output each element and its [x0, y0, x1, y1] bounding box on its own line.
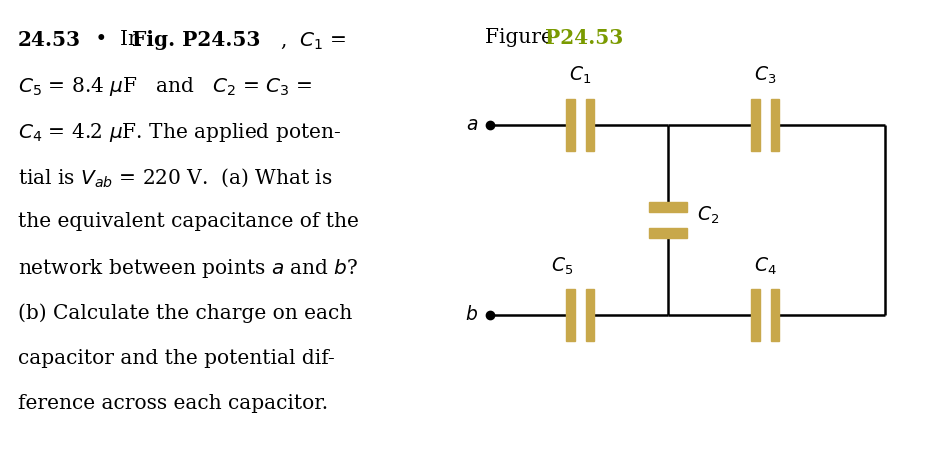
Bar	[566, 99, 575, 151]
Bar	[751, 289, 759, 341]
Text: 24.53: 24.53	[18, 30, 81, 50]
Text: (b) Calculate the charge on each: (b) Calculate the charge on each	[18, 303, 352, 323]
Text: •  In: • In	[89, 30, 154, 49]
Text: $a$: $a$	[466, 116, 478, 134]
Bar	[770, 289, 779, 341]
Bar	[649, 202, 687, 212]
Text: ference across each capacitor.: ference across each capacitor.	[18, 394, 328, 413]
Text: $b$: $b$	[465, 305, 478, 324]
Text: $C_2$: $C_2$	[697, 204, 719, 226]
Bar	[585, 289, 594, 341]
Text: tial is $V_{ab}$ = 220 V.  (a) What is: tial is $V_{ab}$ = 220 V. (a) What is	[18, 167, 332, 189]
Bar	[566, 289, 575, 341]
Text: $C_3$: $C_3$	[754, 65, 776, 86]
Text: $C_5$: $C_5$	[551, 256, 573, 277]
Bar	[770, 99, 779, 151]
Text: capacitor and the potential dif-: capacitor and the potential dif-	[18, 349, 334, 368]
Bar	[649, 228, 687, 238]
Bar	[585, 99, 594, 151]
Text: ,  $C_1$ =: , $C_1$ =	[280, 30, 346, 51]
Text: network between points $a$ and $b$?: network between points $a$ and $b$?	[18, 258, 358, 280]
Text: Fig. P24.53: Fig. P24.53	[132, 30, 260, 50]
Text: $C_4$: $C_4$	[753, 256, 776, 277]
Text: $C_5$ = 8.4 $\mu$F   and   $C_2$ = $C_3$ =: $C_5$ = 8.4 $\mu$F and $C_2$ = $C_3$ =	[18, 76, 313, 98]
Text: $C_4$ = 4.2 $\mu$F. The applied poten-: $C_4$ = 4.2 $\mu$F. The applied poten-	[18, 121, 341, 144]
Text: P24.53: P24.53	[545, 28, 623, 48]
Text: $C_1$: $C_1$	[569, 65, 591, 86]
Bar	[751, 99, 759, 151]
Text: Figure: Figure	[485, 28, 560, 47]
Text: the equivalent capacitance of the: the equivalent capacitance of the	[18, 212, 359, 231]
